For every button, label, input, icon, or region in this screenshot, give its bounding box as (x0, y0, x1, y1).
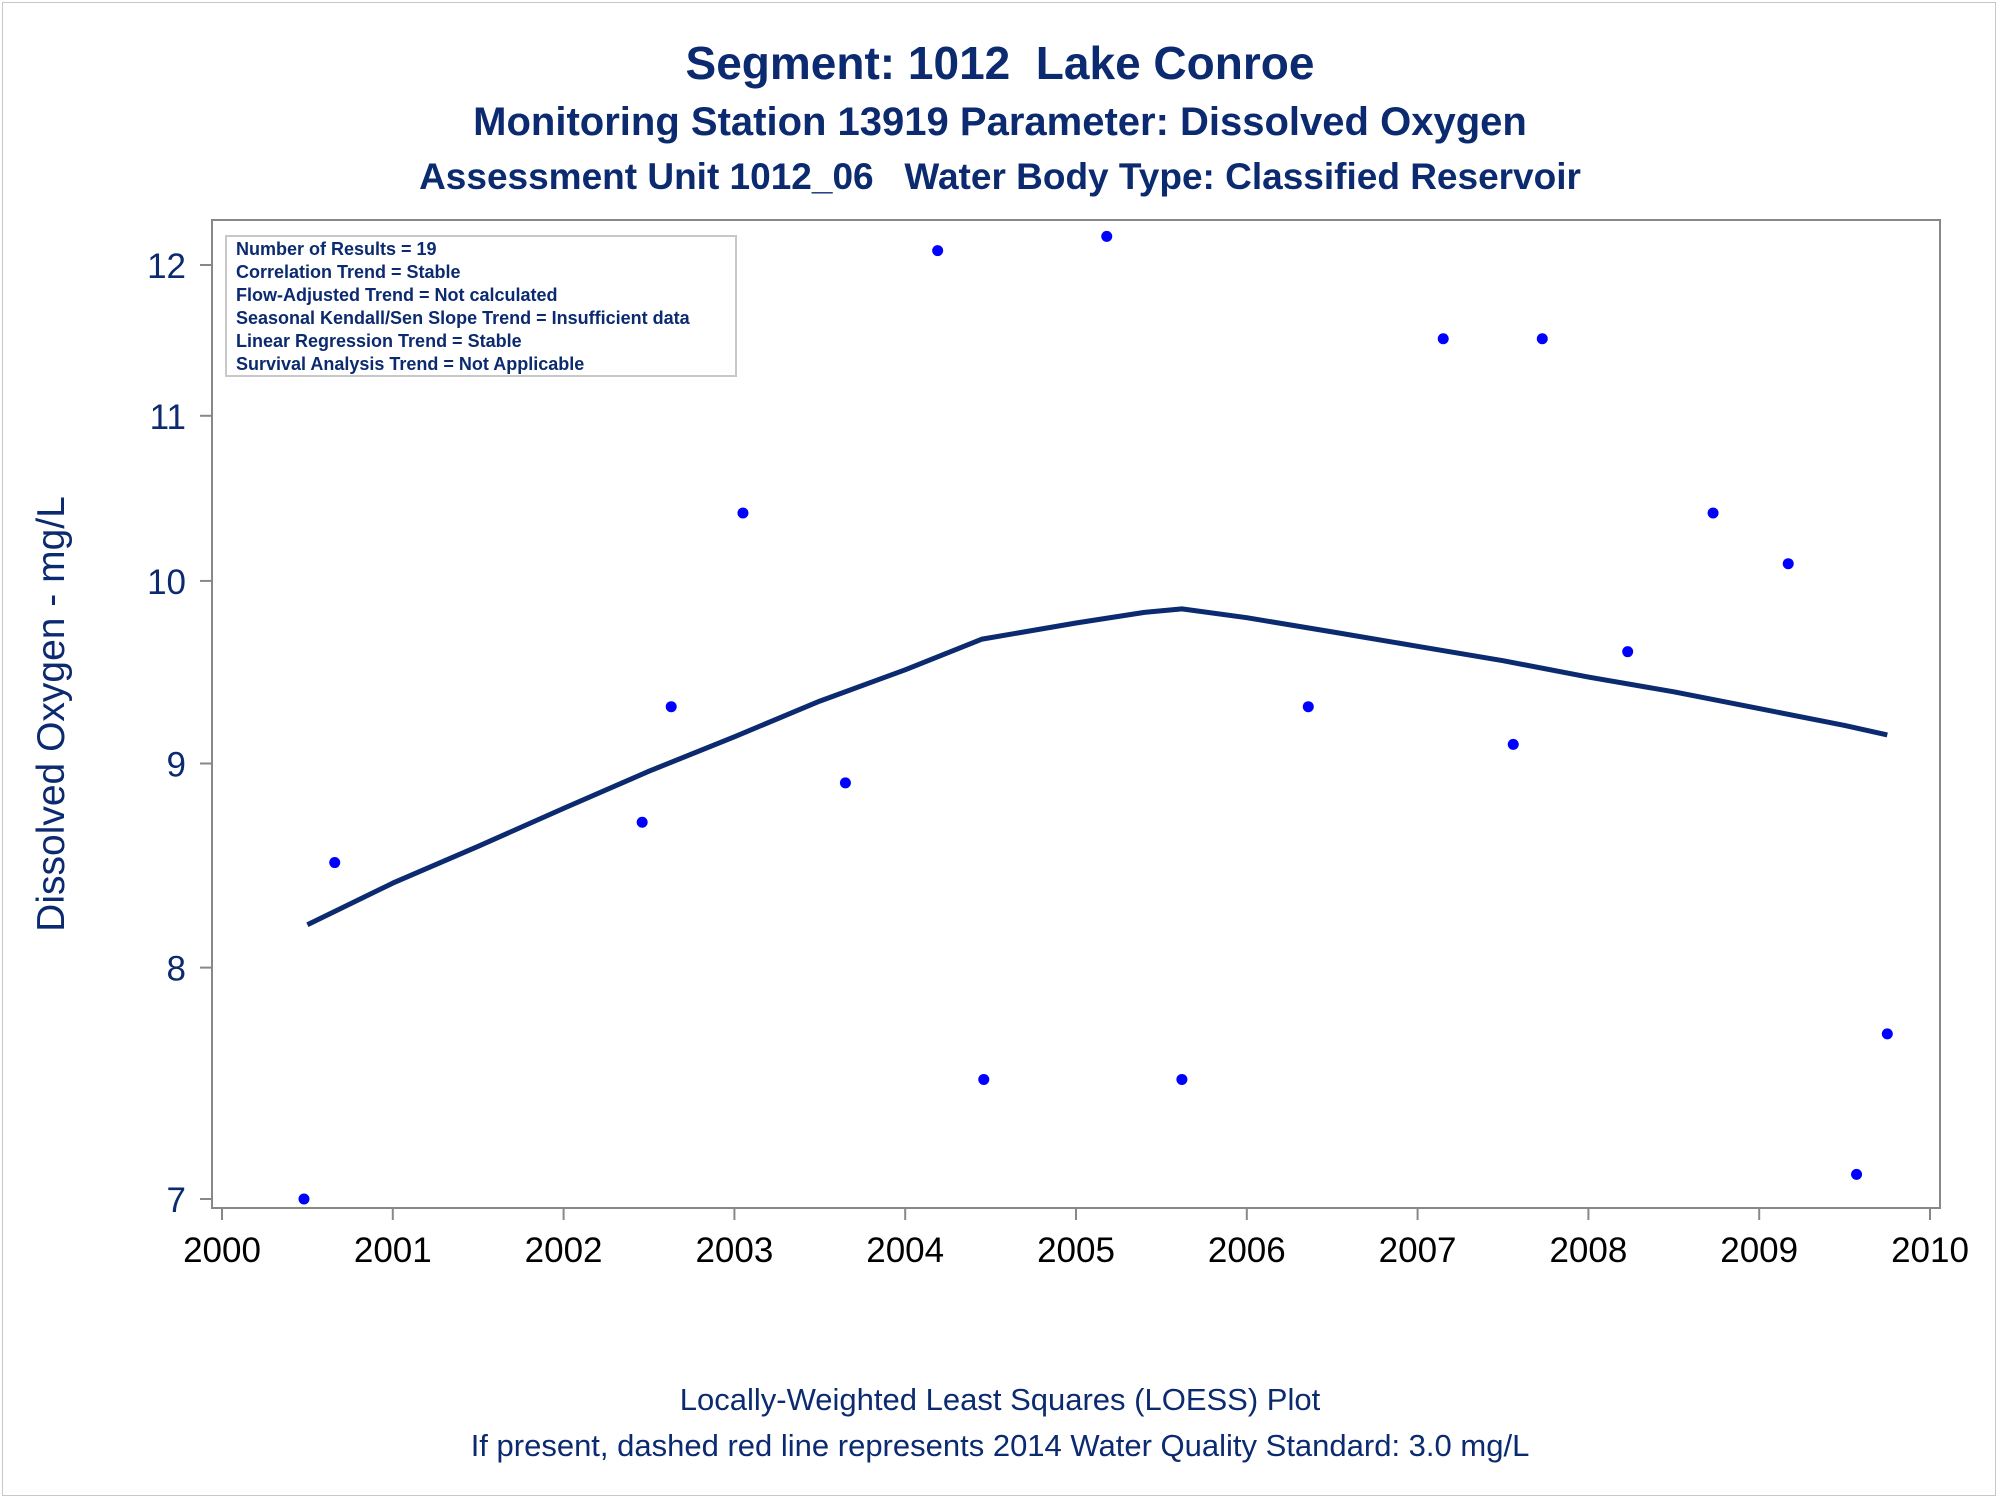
x-tick-label: 2008 (1549, 1231, 1627, 1270)
y-tick-label: 7 (167, 1181, 186, 1220)
chart-subtitle-assessment: Assessment Unit 1012_06 Water Body Type:… (419, 156, 1581, 197)
data-point (329, 857, 341, 869)
data-point (1622, 646, 1634, 658)
data-point (737, 507, 749, 519)
x-tick-label: 2004 (866, 1231, 944, 1270)
data-point (1101, 230, 1113, 242)
stats-box-line: Linear Regression Trend = Stable (236, 331, 522, 351)
stats-box-line: Number of Results = 19 (236, 239, 437, 259)
x-tick-label: 2009 (1720, 1231, 1798, 1270)
data-point (839, 777, 851, 789)
data-point (1707, 507, 1719, 519)
chart-subtitle-station: Monitoring Station 13919 Parameter: Diss… (473, 100, 1527, 144)
x-tick-label: 2007 (1379, 1231, 1457, 1270)
x-tick-label: 2000 (183, 1231, 261, 1270)
y-tick-label: 9 (167, 746, 186, 785)
y-tick-label: 11 (150, 398, 186, 437)
stats-box-line: Survival Analysis Trend = Not Applicable (236, 354, 584, 374)
stats-box-line: Correlation Trend = Stable (236, 262, 461, 282)
data-point (1302, 701, 1314, 713)
y-axis-label: Dissolved Oxygen - mg/L (30, 496, 73, 932)
chart-title: Segment: 1012 Lake Conroe (685, 37, 1315, 89)
x-tick-label: 2005 (1037, 1231, 1115, 1270)
y-tick-label: 10 (147, 563, 186, 602)
loess-line (306, 606, 1888, 928)
data-point (1536, 333, 1548, 345)
y-tick-label: 8 (167, 950, 186, 989)
x-tick-label: 2002 (525, 1231, 603, 1270)
y-tick-label: 12 (147, 247, 186, 286)
data-point (1507, 738, 1519, 750)
data-point (1851, 1168, 1863, 1180)
data-point (932, 245, 944, 257)
x-tick-label: 2006 (1208, 1231, 1286, 1270)
data-point (298, 1193, 310, 1205)
x-tick-label: 2010 (1891, 1231, 1969, 1270)
x-tick-label: 2001 (354, 1231, 432, 1270)
footnote-standard: If present, dashed red line represents 2… (470, 1428, 1530, 1463)
x-tick-label: 2003 (695, 1231, 773, 1270)
data-point (1782, 558, 1794, 570)
data-point (1437, 333, 1449, 345)
data-point (1881, 1028, 1893, 1040)
stats-box (225, 235, 737, 377)
data-point (665, 701, 677, 713)
footnote-loess: Locally-Weighted Least Squares (LOESS) P… (679, 1382, 1321, 1417)
data-point (1176, 1073, 1188, 1085)
stats-box-line: Seasonal Kendall/Sen Slope Trend = Insuf… (236, 308, 691, 328)
stats-box-line: Flow-Adjusted Trend = Not calculated (236, 285, 558, 305)
data-point (978, 1073, 990, 1085)
data-point (636, 816, 648, 828)
